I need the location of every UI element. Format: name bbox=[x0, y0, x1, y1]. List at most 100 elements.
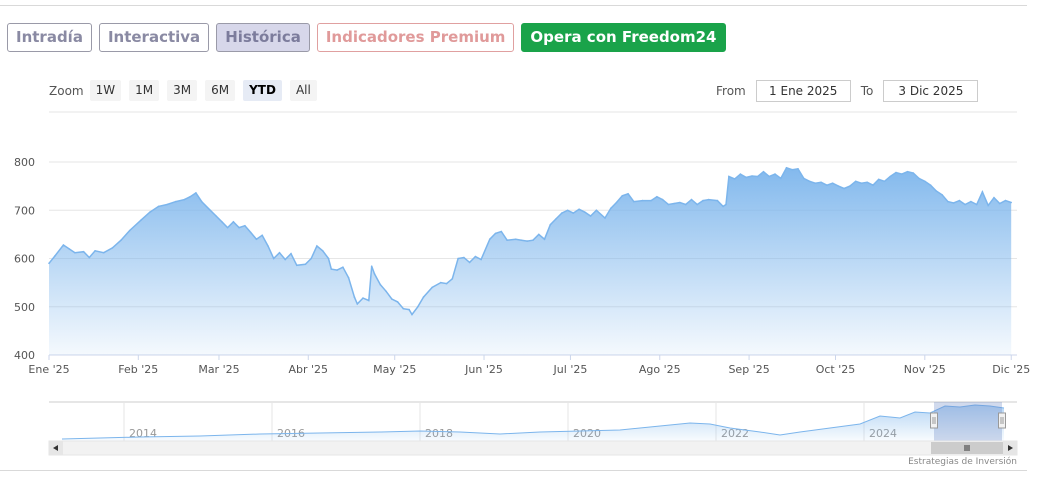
data-point bbox=[615, 201, 618, 204]
data-point bbox=[120, 239, 122, 241]
data-point bbox=[368, 299, 370, 302]
tab-indicadores-premium[interactable]: Indicadores Premium bbox=[316, 23, 515, 52]
credit-text: Estrategias de Inversión bbox=[908, 457, 1017, 467]
zoom-label: Zoom bbox=[49, 83, 84, 98]
data-point bbox=[610, 207, 612, 210]
data-point bbox=[489, 238, 491, 240]
y-tick-label: 500 bbox=[14, 301, 35, 314]
data-point bbox=[494, 232, 497, 235]
data-point bbox=[140, 219, 142, 221]
data-point bbox=[48, 262, 50, 265]
navigator-handle[interactable] bbox=[930, 412, 938, 429]
tab-historica[interactable]: Histórica bbox=[216, 23, 310, 52]
from-label: From bbox=[716, 84, 746, 98]
from-date-input[interactable]: 1 Ene 2025 bbox=[755, 80, 851, 102]
data-point bbox=[408, 308, 410, 311]
y-tick-label: 800 bbox=[14, 156, 35, 169]
zoom-ytd-button[interactable]: YTD bbox=[243, 80, 282, 101]
data-point bbox=[716, 199, 719, 202]
zoom-3m-button[interactable]: 3M bbox=[167, 80, 198, 101]
data-point bbox=[797, 168, 799, 170]
data-point bbox=[803, 177, 805, 180]
zoom-6m-button[interactable]: 6M bbox=[205, 80, 236, 101]
data-point bbox=[88, 256, 91, 259]
data-point bbox=[981, 191, 984, 193]
data-point bbox=[94, 250, 96, 252]
data-point bbox=[947, 200, 949, 203]
data-point bbox=[538, 233, 540, 236]
tab-intradia[interactable]: Intradía bbox=[7, 23, 92, 52]
data-point bbox=[745, 176, 747, 179]
data-point bbox=[417, 306, 419, 308]
navigator[interactable]: 201420162018202020222024 bbox=[48, 401, 1018, 456]
data-point bbox=[183, 198, 186, 201]
data-point bbox=[278, 251, 281, 254]
data-point bbox=[543, 238, 546, 240]
zoom-selector: Zoom 1W 1M 3M 6M YTD All bbox=[49, 80, 325, 101]
data-point bbox=[584, 211, 586, 213]
x-tick-label: Jul '25 bbox=[553, 363, 588, 376]
data-point bbox=[310, 257, 313, 260]
zoom-1m-button[interactable]: 1M bbox=[129, 80, 160, 101]
data-point bbox=[321, 250, 324, 252]
data-point bbox=[111, 247, 114, 249]
data-point bbox=[175, 200, 177, 203]
data-point bbox=[641, 199, 644, 202]
data-point bbox=[762, 170, 765, 173]
data-point bbox=[970, 200, 972, 203]
data-point bbox=[451, 278, 454, 280]
data-point bbox=[370, 265, 373, 268]
top-divider bbox=[0, 5, 1027, 6]
to-date-input[interactable]: 3 Dic 2025 bbox=[883, 80, 979, 102]
series-line bbox=[48, 166, 1012, 316]
data-point bbox=[849, 185, 851, 187]
data-point bbox=[889, 175, 891, 178]
data-point bbox=[249, 231, 252, 234]
opera-freedom24-button[interactable]: Opera con Freedom24 bbox=[521, 23, 726, 52]
data-point bbox=[667, 203, 670, 206]
data-point bbox=[330, 268, 333, 270]
data-point bbox=[780, 177, 782, 180]
data-point bbox=[457, 257, 459, 260]
data-point bbox=[480, 258, 482, 261]
scrollbar-track[interactable] bbox=[48, 440, 1018, 456]
data-point bbox=[221, 221, 223, 223]
data-point bbox=[373, 273, 376, 275]
x-tick-label: Sep '25 bbox=[728, 363, 769, 376]
data-point bbox=[975, 203, 978, 206]
data-point bbox=[549, 223, 552, 226]
data-point bbox=[232, 221, 235, 223]
y-axis: 400 500 600 700 800 bbox=[14, 156, 35, 362]
data-point bbox=[149, 211, 151, 213]
navigator-handle[interactable] bbox=[998, 412, 1006, 429]
data-point bbox=[650, 199, 652, 202]
data-point bbox=[1004, 199, 1007, 202]
data-point bbox=[200, 200, 203, 203]
data-point bbox=[728, 175, 730, 178]
data-point bbox=[391, 298, 393, 300]
tab-interactiva[interactable]: Interactiva bbox=[98, 23, 210, 52]
data-point bbox=[906, 170, 909, 173]
data-point bbox=[993, 196, 995, 199]
data-point bbox=[316, 245, 318, 247]
data-point bbox=[820, 181, 822, 184]
zoom-all-button[interactable]: All bbox=[289, 80, 317, 101]
data-point bbox=[215, 215, 217, 217]
data-point bbox=[468, 261, 471, 264]
data-point bbox=[1010, 201, 1012, 204]
zoom-1w-button[interactable]: 1W bbox=[89, 80, 122, 101]
data-point bbox=[555, 218, 557, 220]
data-point bbox=[566, 209, 569, 212]
data-point bbox=[661, 198, 664, 201]
scroll-left-arrow-icon bbox=[53, 445, 58, 451]
x-tick-label: Oct '25 bbox=[816, 363, 856, 376]
data-point bbox=[445, 282, 448, 285]
data-point bbox=[520, 239, 523, 241]
data-point bbox=[362, 297, 364, 299]
data-point bbox=[290, 252, 292, 255]
data-point bbox=[356, 303, 359, 305]
navigator-area bbox=[62, 405, 1004, 441]
data-point bbox=[74, 251, 76, 254]
data-point bbox=[987, 204, 989, 207]
